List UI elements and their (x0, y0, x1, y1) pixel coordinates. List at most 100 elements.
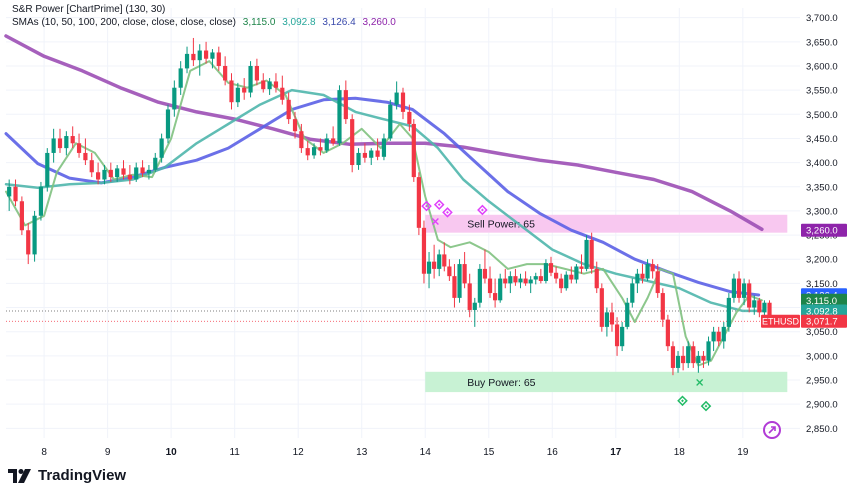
candle-body (752, 300, 757, 308)
y-tick-label: 3,450.0 (806, 134, 838, 145)
y-tick-label: 3,300.0 (806, 206, 838, 217)
price-label-text: 3,092.8 (806, 307, 838, 318)
tv-assistant-icon[interactable] (763, 421, 781, 439)
sma-value-200: 3,260.0 (362, 17, 396, 28)
x-tick-label: 14 (420, 447, 432, 458)
candle (165, 104, 171, 144)
candle-body (51, 138, 56, 153)
sma-line (5, 60, 763, 367)
candle-layer (7, 37, 772, 376)
candle (362, 143, 367, 163)
y-tick-label: 3,550.0 (806, 86, 838, 97)
candle (121, 160, 126, 180)
candle-body (280, 87, 285, 100)
candle (411, 119, 416, 182)
y-tick-label: 3,150.0 (806, 279, 838, 290)
candle (76, 133, 82, 158)
candle-body (457, 264, 462, 298)
candle (604, 307, 609, 337)
candle (584, 235, 589, 272)
candle (197, 44, 202, 76)
tradingview-logo-text: TradingView (38, 467, 127, 484)
candle (635, 268, 640, 294)
candle-body (670, 346, 676, 368)
candle (191, 37, 196, 66)
candle-body (235, 87, 240, 103)
candle-body (140, 167, 145, 174)
zone-layer: Sell Power: 65 Buy Power: 65 (6, 214, 788, 393)
buy-signal-diamond (677, 395, 688, 407)
candle (482, 249, 488, 284)
candle (311, 143, 317, 159)
candle (538, 268, 543, 284)
x-tick-label: 17 (610, 447, 622, 458)
candle-body (747, 283, 752, 308)
symbol-badge-text: ETHUSD (762, 317, 800, 327)
candle-body (76, 143, 82, 153)
symbol-badge (761, 314, 800, 328)
candle (407, 104, 412, 132)
candle (757, 297, 762, 318)
candle (421, 220, 427, 284)
price-label-box (801, 304, 847, 318)
candle-body (159, 138, 164, 158)
candle-body (96, 172, 101, 180)
y-tick-label: 3,050.0 (806, 327, 838, 338)
candle-body (686, 346, 691, 364)
candle-body (32, 215, 37, 255)
candle (543, 259, 549, 284)
candle-body (731, 278, 737, 298)
candle (26, 223, 31, 265)
candle-body (701, 355, 706, 361)
candle (261, 73, 266, 93)
tradingview-logo-icon (8, 468, 31, 483)
x-tick-label: 12 (293, 447, 305, 458)
candle-body (467, 283, 472, 310)
candle-body (356, 152, 361, 166)
candle-body (538, 276, 543, 281)
candle (670, 341, 676, 376)
y-tick-label: 3,700.0 (806, 13, 838, 24)
tradingview-branding[interactable]: TradingView (8, 466, 126, 485)
candle-body (503, 278, 508, 284)
candle (254, 58, 260, 86)
candle (184, 46, 190, 74)
candle (299, 123, 304, 153)
candle (625, 297, 630, 330)
candle (640, 264, 645, 284)
candle-body (273, 81, 279, 88)
candle (127, 165, 132, 185)
candle (432, 244, 437, 279)
candle (19, 196, 24, 236)
candle-body (229, 80, 234, 103)
candle-body (121, 168, 126, 175)
candle (89, 152, 94, 178)
candle-body (640, 273, 645, 279)
candle (356, 148, 361, 170)
candle-body (736, 278, 742, 298)
candle-body (579, 266, 584, 269)
candle (462, 251, 467, 289)
y-tick-label: 3,600.0 (806, 61, 838, 72)
candle-body (426, 261, 432, 274)
price-label-box (801, 223, 847, 237)
candle-body (172, 87, 177, 110)
candle (721, 322, 726, 349)
candle (614, 317, 620, 356)
candle (172, 80, 177, 117)
candle-body (742, 283, 747, 298)
candle (447, 259, 452, 281)
candle (350, 114, 355, 173)
candle-body (493, 293, 498, 301)
candle-body (416, 177, 421, 228)
sell-signal-diamond (433, 199, 445, 210)
candle-body (452, 276, 457, 298)
candle-body (254, 65, 260, 81)
candle-body (261, 80, 266, 90)
candle (731, 273, 737, 303)
candle (477, 264, 482, 308)
sr-zone (425, 371, 788, 393)
y-tick-label: 3,400.0 (806, 158, 838, 169)
candle-body (57, 138, 63, 149)
